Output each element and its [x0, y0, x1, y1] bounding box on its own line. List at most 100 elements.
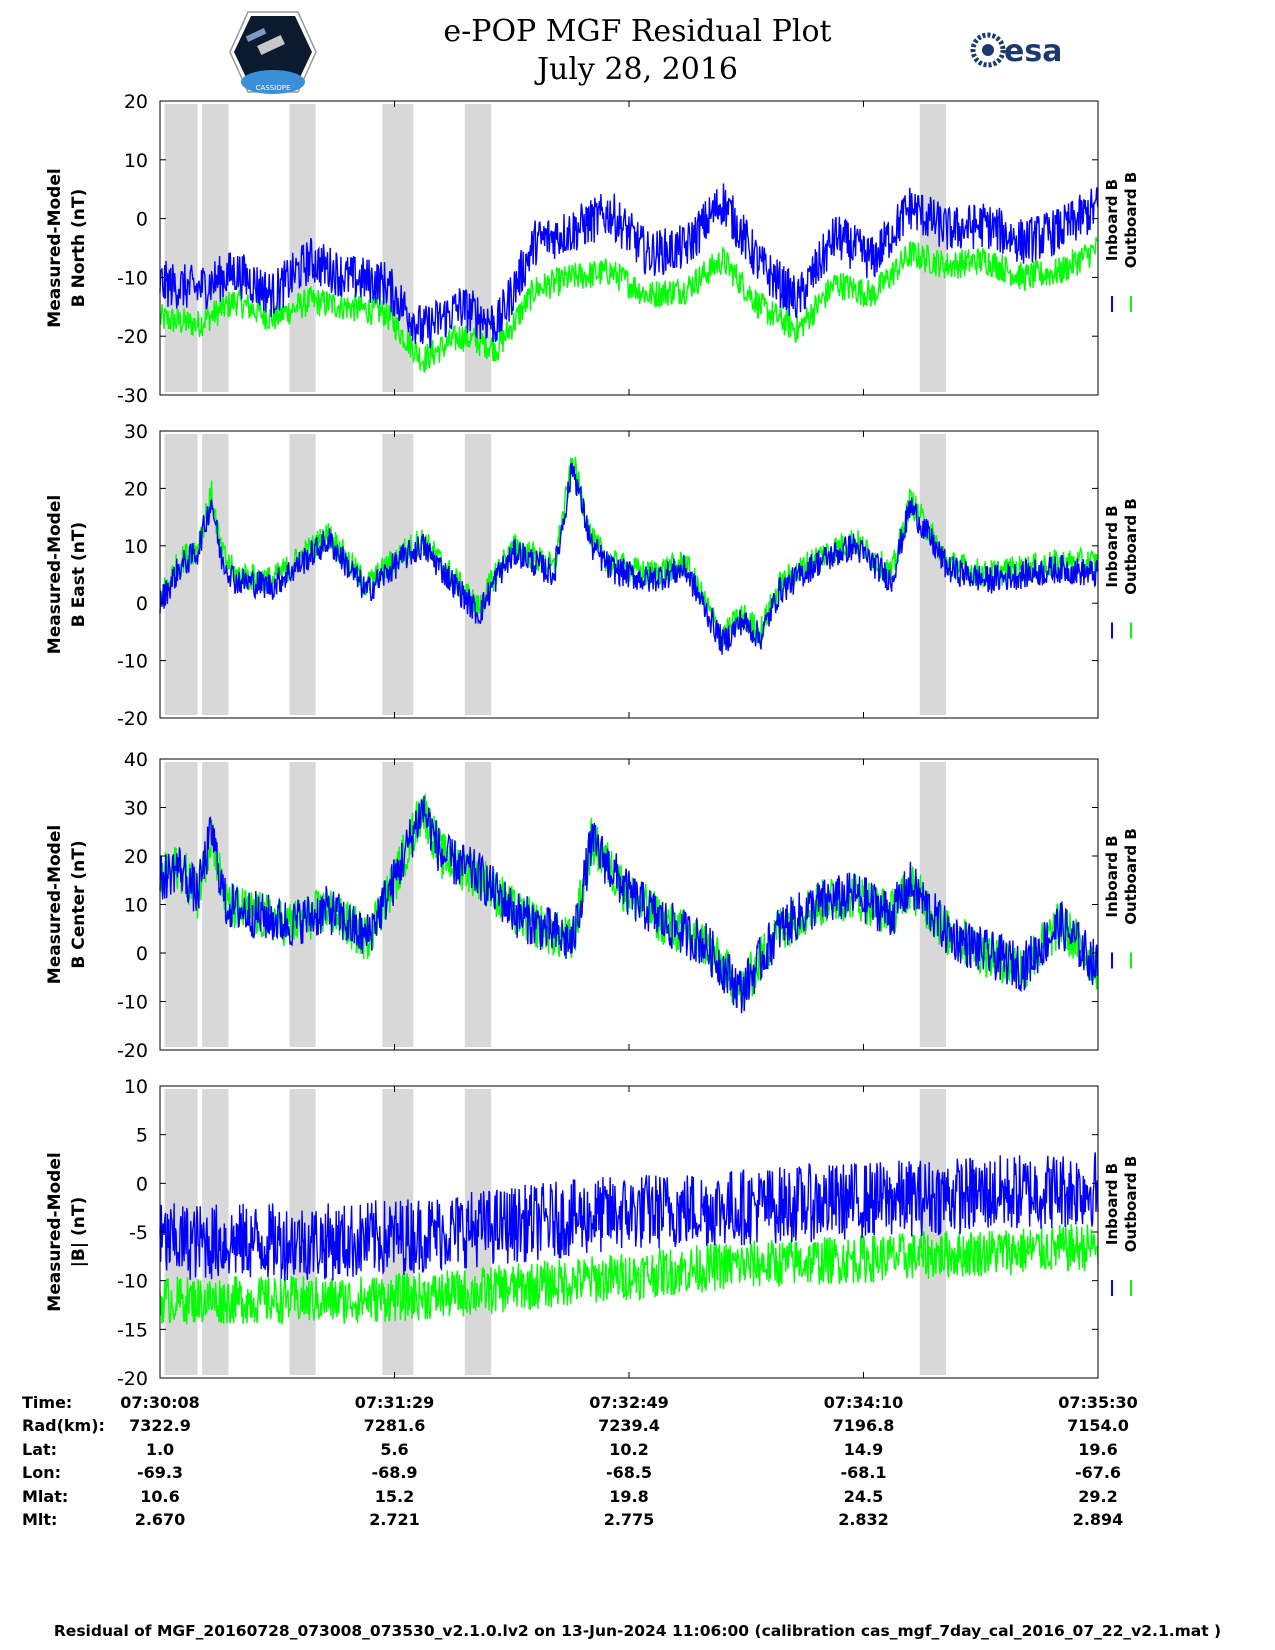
legend-entry: Outboard B: [1122, 498, 1140, 595]
series-outboard-b: [159, 237, 1099, 374]
annotation-value: 07:30:08: [120, 1393, 200, 1412]
legend-entry: Outboard B: [1122, 172, 1140, 269]
y-tick-label: 20: [124, 91, 148, 113]
annotation-value: 2.894: [1072, 1510, 1124, 1529]
annotation-value: 07:31:29: [354, 1393, 435, 1412]
y-tick-label: 20: [124, 846, 148, 868]
legend-entry: Inboard B: [1103, 179, 1121, 261]
y-axis-label: Measured-Model: [45, 825, 65, 984]
y-tick-label: 0: [136, 1173, 148, 1195]
y-axis-label: |B| (nT): [69, 1197, 89, 1268]
y-tick-label: 10: [124, 150, 148, 172]
y-tick-label: 10: [124, 895, 148, 917]
panel-4: 10 5 0 -5 -10 -15 -20 Measured-Model |B| (nT) Inb…: [45, 1076, 1140, 1390]
shaded-interval: [919, 434, 947, 715]
y-tick-label: 10: [124, 1076, 148, 1098]
annotation-value: -68.5: [605, 1463, 653, 1482]
series-outboard-b: [159, 792, 1099, 1009]
annotation-label: Lon:: [22, 1463, 61, 1482]
annotation-label: Mlt:: [22, 1510, 58, 1529]
y-tick-label: 20: [124, 478, 148, 500]
legend-entry: Inboard B: [1103, 505, 1121, 587]
annotation-value: -67.6: [1074, 1463, 1122, 1482]
annotation-value: 14.9: [843, 1440, 884, 1459]
annotation-value: 2.832: [838, 1510, 889, 1529]
y-tick-label: 10: [124, 536, 148, 558]
annotation-value: 10.6: [140, 1487, 180, 1506]
legend-entry: Outboard B: [1122, 828, 1140, 925]
annotation-value: 07:34:10: [823, 1393, 904, 1412]
shaded-interval: [202, 104, 229, 392]
annotation-value: 19.6: [1078, 1440, 1118, 1459]
annotation-value: 2.670: [134, 1510, 186, 1529]
y-tick-label: 0: [136, 209, 148, 231]
cassiope-logo-text: CASSIOPE: [256, 84, 291, 92]
y-axis-label: Measured-Model: [45, 495, 65, 654]
shaded-interval: [164, 762, 198, 1047]
annotation-value: 19.8: [609, 1487, 649, 1506]
annotation-value: 7322.9: [129, 1416, 191, 1435]
series-inboard-b: [159, 795, 1099, 1014]
y-tick-label: 0: [136, 943, 148, 965]
annotation-value: 5.6: [380, 1440, 409, 1459]
y-tick-label: -30: [117, 385, 148, 407]
annotation-value: 15.2: [374, 1487, 415, 1506]
esa-logo-text: esa: [1004, 34, 1060, 69]
panel-1: 20 10 0 -10 -20 -30 Measured-Model B North (nT)…: [45, 91, 1140, 407]
annotation-value: 7196.8: [832, 1416, 895, 1435]
y-tick-label: -10: [117, 267, 148, 289]
y-tick-label: 0: [136, 593, 148, 615]
y-tick-label: -5: [129, 1222, 148, 1244]
y-tick-label: -20: [117, 1368, 148, 1390]
annotation-value: 1.0: [145, 1440, 175, 1459]
plot-title-line1: e-POP MGF Residual Plot: [443, 14, 832, 49]
annotation-value: -68.9: [371, 1463, 418, 1482]
y-tick-label: -15: [117, 1319, 148, 1341]
panel-3: 40 30 20 10 0 -10 -20 Measured-Model B Center (n…: [45, 749, 1140, 1062]
y-axis-label: B North (nT): [69, 189, 89, 308]
cassiope-logo: CASSIOPE: [229, 11, 317, 94]
annotation-value: -69.3: [136, 1463, 184, 1482]
annotation-value: 7281.6: [363, 1416, 426, 1435]
annotation-label: Rad(km):: [22, 1416, 105, 1435]
y-tick-label: -10: [117, 1271, 148, 1293]
y-tick-label: 30: [124, 421, 148, 443]
series-inboard-b: [159, 1152, 1099, 1281]
annotation-value: 10.2: [609, 1440, 649, 1459]
y-axis-label: Measured-Model: [45, 168, 65, 327]
y-axis-label: Measured-Model: [45, 1152, 65, 1311]
annotation-value: 07:35:30: [1058, 1393, 1138, 1412]
y-axis-label: B East (nT): [69, 522, 89, 627]
legend-entry: Inboard B: [1103, 835, 1121, 917]
shaded-interval: [464, 762, 492, 1047]
y-tick-label: -20: [117, 708, 148, 730]
panel-2: 30 20 10 0 -10 -20 Measured-Model B East (nT) In…: [45, 421, 1140, 730]
y-tick-label: 40: [124, 749, 148, 771]
legend-entry: Outboard B: [1122, 1156, 1140, 1253]
y-tick-label: 30: [124, 798, 148, 820]
shaded-interval: [202, 434, 229, 715]
series-outboard-b: [159, 1224, 1099, 1325]
y-axis-label: B Center (nT): [69, 840, 89, 968]
annotation-value: 24.5: [843, 1487, 884, 1506]
annotation-value: -68.1: [840, 1463, 887, 1482]
shaded-interval: [164, 104, 198, 392]
series-inboard-b: [159, 462, 1099, 655]
annotation-label: Mlat:: [22, 1487, 69, 1506]
plot-title-line2: July 28, 2016: [536, 52, 739, 87]
shaded-interval: [919, 104, 947, 392]
esa-logo: esa: [970, 32, 1060, 69]
annotation-value: 2.775: [603, 1510, 655, 1529]
series-inboard-b: [159, 183, 1099, 349]
annotation-value: 7239.4: [598, 1416, 660, 1435]
annotation-value: 07:32:49: [589, 1393, 669, 1412]
shaded-interval: [464, 434, 492, 715]
y-tick-label: -10: [117, 651, 148, 673]
annotation-value: 7154.0: [1067, 1416, 1129, 1435]
annotation-label: Lat:: [22, 1440, 58, 1459]
annotation-value: 29.2: [1078, 1487, 1118, 1506]
annotation-value: 2.721: [369, 1510, 420, 1529]
y-tick-label: 5: [136, 1125, 148, 1147]
footer-caption: Residual of MGF_20160728_073008_073530_v…: [53, 1622, 1222, 1640]
annotation-label: Time:: [22, 1393, 73, 1412]
